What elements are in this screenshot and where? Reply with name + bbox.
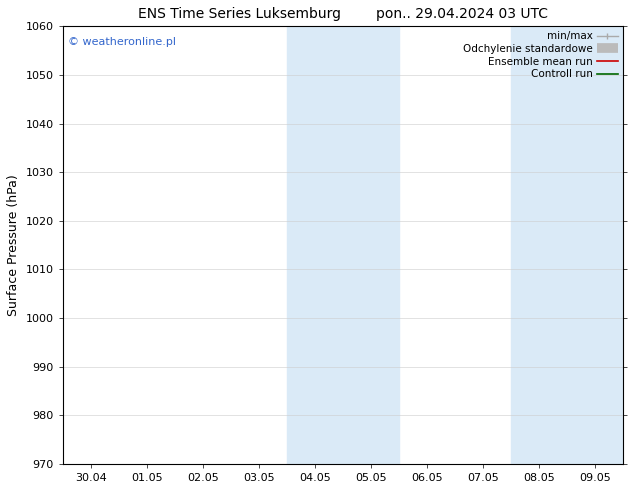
Bar (511, 26, 623, 464)
Bar (287, 26, 399, 464)
Y-axis label: Surface Pressure (hPa): Surface Pressure (hPa) (7, 174, 20, 316)
Text: © weatheronline.pl: © weatheronline.pl (68, 37, 176, 47)
Title: ENS Time Series Luksemburg        pon.. 29.04.2024 03 UTC: ENS Time Series Luksemburg pon.. 29.04.2… (138, 7, 548, 21)
Legend: min/max, Odchylenie standardowe, Ensemble mean run, Controll run: min/max, Odchylenie standardowe, Ensembl… (461, 29, 620, 81)
